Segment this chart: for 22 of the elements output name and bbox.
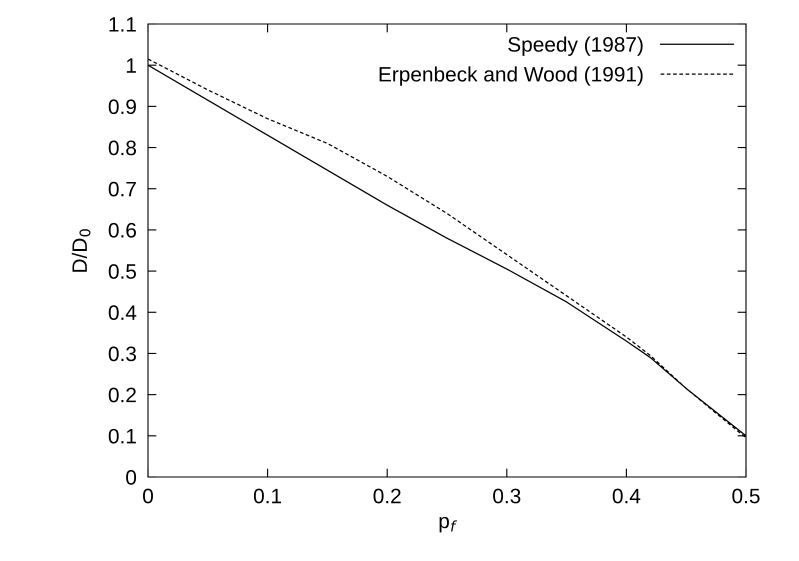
y-tick-label: 0.5: [108, 264, 136, 279]
y-tick-label: 1.1: [110, 17, 136, 32]
y-tick-label: 0.7: [108, 182, 136, 196]
x-tick-label: 0.1: [254, 488, 282, 504]
x-tick-label: 0.5: [732, 488, 760, 504]
y-tick-label: 1: [126, 58, 136, 73]
x-tick-label: 0.4: [612, 488, 640, 504]
y-tick-label: 0.9: [108, 99, 136, 114]
y-tick-label: 0.2: [108, 388, 136, 402]
y-tick-label: 0: [126, 470, 136, 485]
x-tick-label: 0: [143, 488, 153, 504]
y-tick-label: 0.8: [108, 140, 136, 156]
y-tick-label: 0.4: [108, 305, 136, 320]
x-tick-label: 0.2: [374, 488, 401, 504]
y-tick-label: 0.3: [108, 346, 136, 362]
y-tick-label: 0.1: [108, 428, 136, 444]
y-tick-label: 0.6: [108, 222, 136, 238]
legend-label: Erpenbeck and Wood (1991): [380, 66, 643, 86]
x-tick-label: 0.3: [493, 488, 520, 504]
legend-label: Speedy (1987): [508, 36, 643, 56]
y-axis-title: D/D$_{0}$: [72, 229, 90, 272]
x-axis-title: p$_{f}$: [440, 516, 458, 532]
